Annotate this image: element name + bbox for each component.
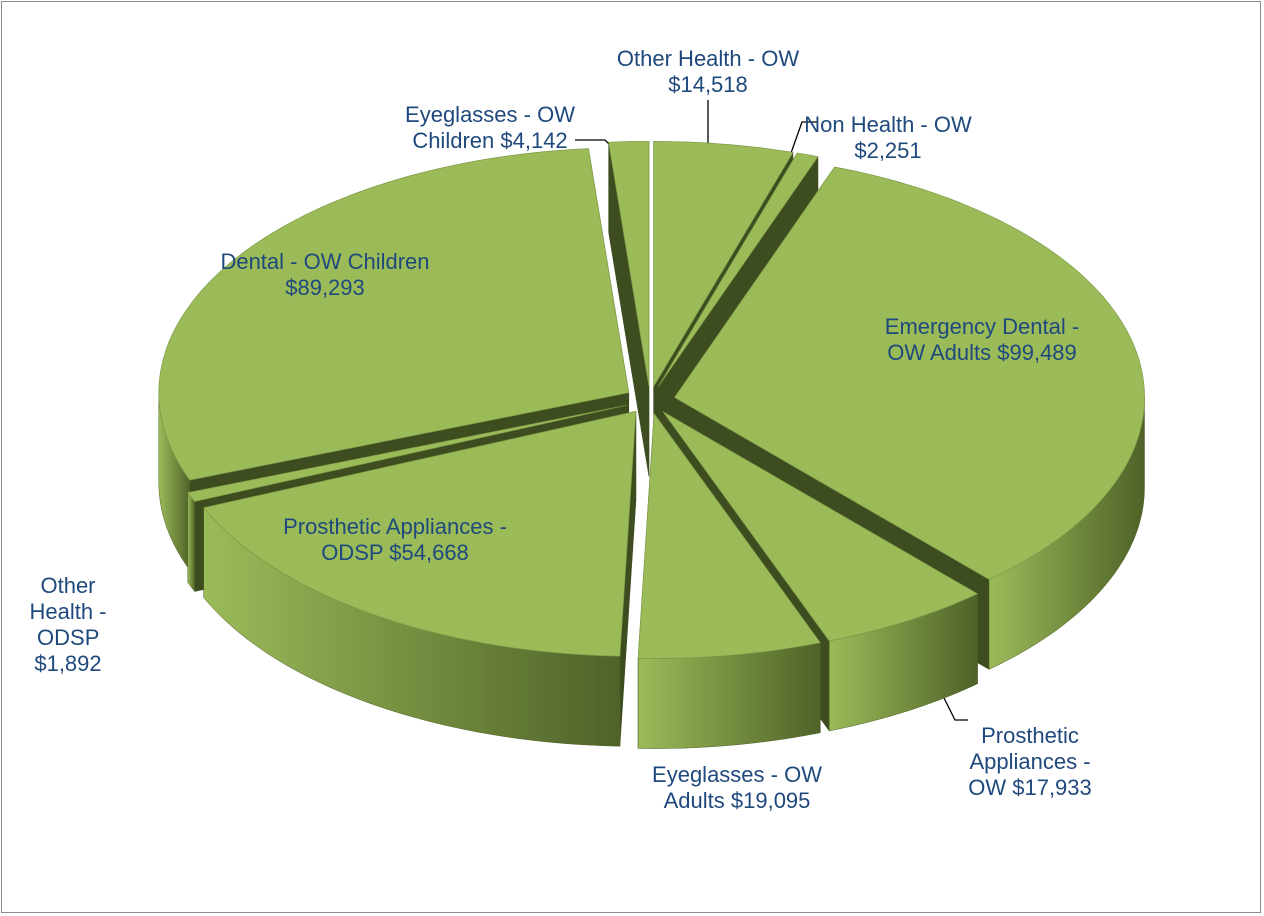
slice: [637, 412, 821, 749]
slice: [637, 412, 821, 659]
slice: [673, 166, 1145, 580]
category-label: Emergency Dental - OW Adults: [884, 314, 1080, 365]
value-label: $17,933: [1012, 775, 1092, 800]
value-label: $99,489: [997, 340, 1077, 365]
category-label: Prosthetic Appliances - OW: [968, 723, 1091, 800]
slice: [187, 404, 627, 502]
slice: [662, 411, 979, 642]
slice: [608, 140, 650, 387]
category-label: Eyeglasses - OW Adults: [652, 762, 822, 813]
slice: [203, 410, 637, 657]
slice-outer-wall: [187, 492, 195, 593]
category-label: Other Health - ODSP: [29, 573, 107, 650]
value-label: $4,142: [500, 128, 568, 153]
value-label: $1,892: [34, 651, 102, 676]
slice: [203, 410, 637, 747]
leader-line: [939, 689, 968, 721]
category-label: Dental - OW Children: [220, 249, 430, 274]
value-label: $2,251: [854, 138, 922, 163]
slice: [657, 152, 819, 388]
data-label: Dental - OW Children $89,293: [220, 249, 430, 301]
data-label: Other Health - ODSP $1,892: [23, 573, 113, 677]
category-label: Non Health - OW: [804, 112, 972, 137]
category-label: Other Health - OW: [616, 46, 800, 71]
slice: [653, 141, 794, 388]
value-label: $19,095: [730, 788, 811, 813]
data-label: Prosthetic Appliances - ODSP $54,668: [270, 514, 520, 566]
data-label: Eyeglasses - OW Adults $19,095: [630, 762, 845, 814]
slice: [158, 148, 630, 481]
data-label: Prosthetic Appliances - OW $17,933: [968, 723, 1093, 801]
data-label: Non Health - OW $2,251: [803, 112, 973, 164]
data-label: Emergency Dental - OW Adults $99,489: [867, 314, 1097, 366]
data-label: Other Health - OW $14,518: [603, 46, 813, 98]
slice: [608, 140, 650, 477]
data-label: Eyeglasses - OW Children $4,142: [403, 102, 578, 154]
value-label: $14,518: [668, 72, 748, 97]
category-label: Prosthetic Appliances - ODSP: [283, 514, 507, 565]
category-label: Eyeglasses - OW Children: [405, 102, 575, 153]
value-label: $54,668: [389, 540, 469, 565]
value-label: $89,293: [285, 275, 365, 300]
